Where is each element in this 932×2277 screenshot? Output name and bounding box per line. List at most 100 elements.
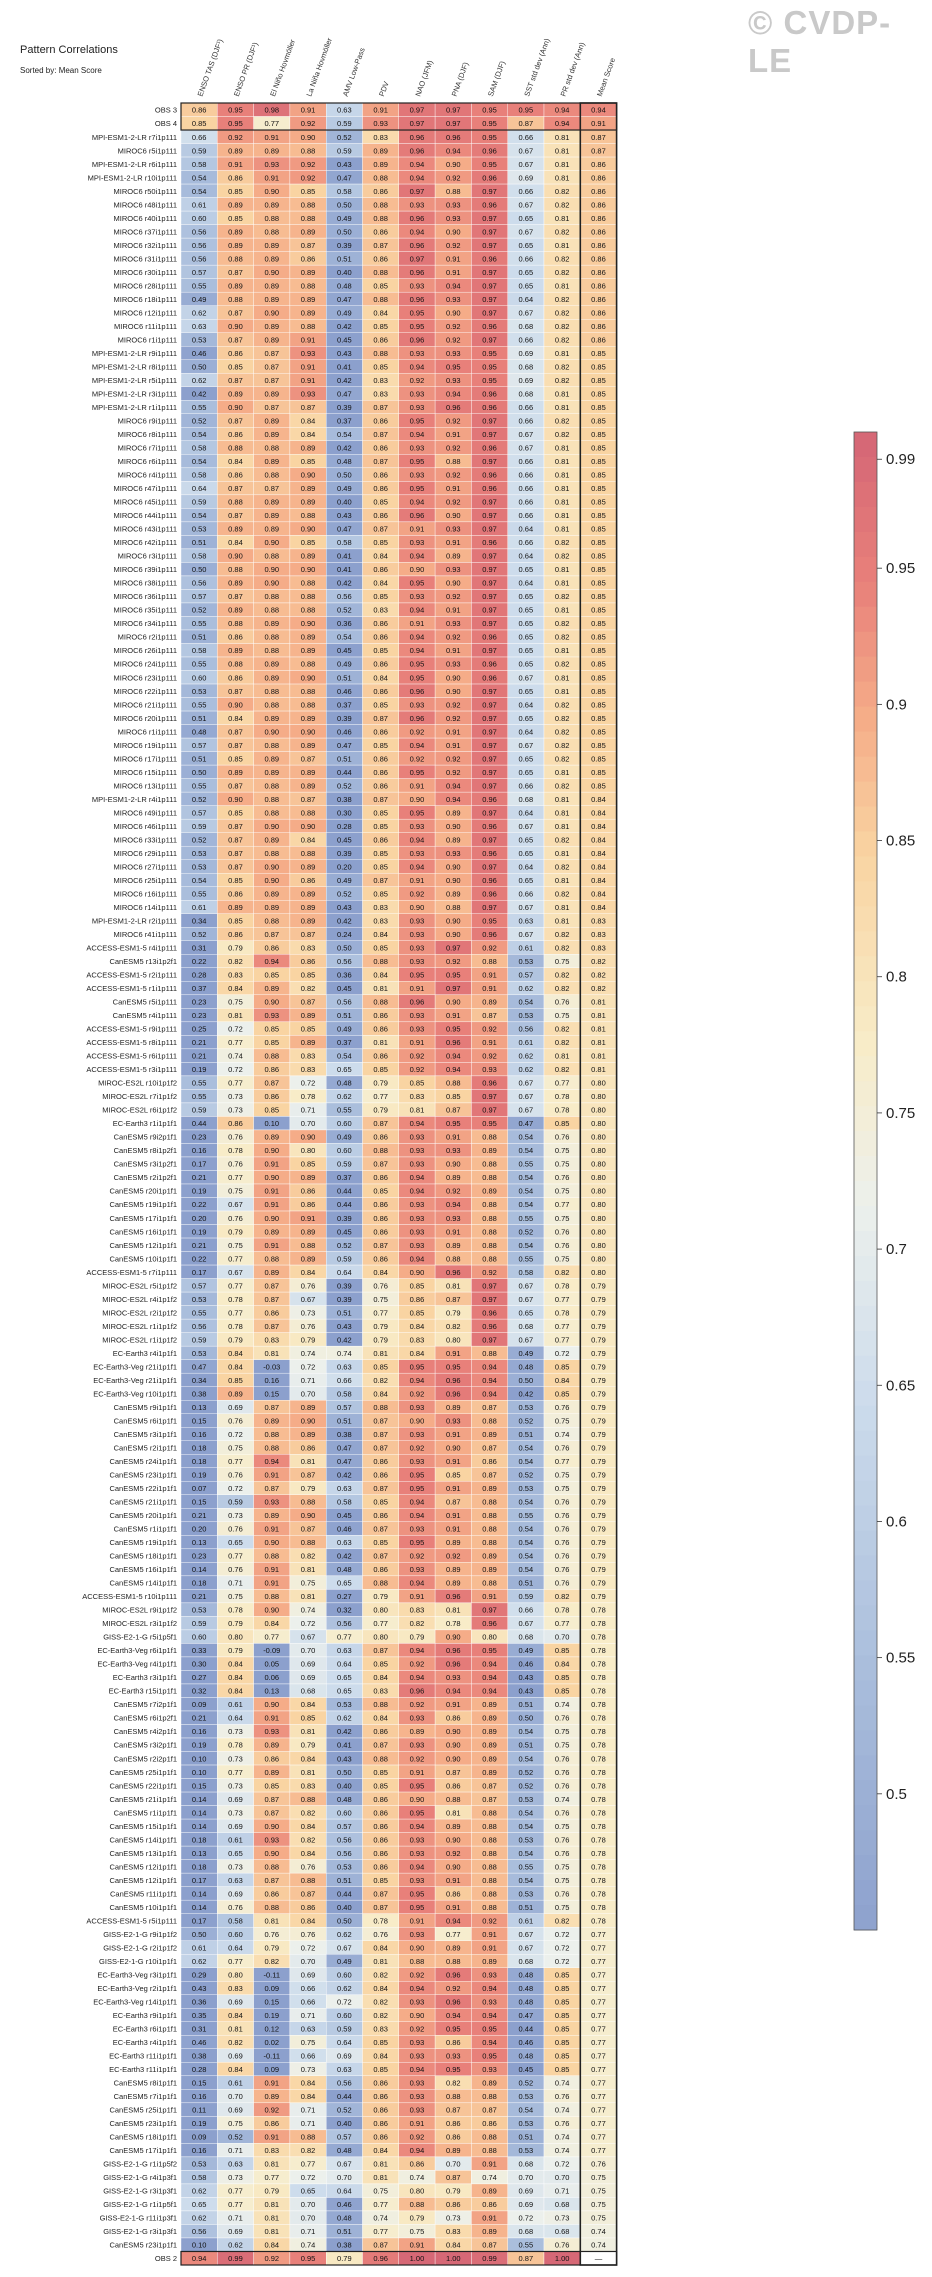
cell-value: 0.43 [192, 1984, 207, 1993]
cell-value: 0.55 [192, 1092, 207, 1101]
cell-value: 0.87 [373, 2241, 388, 2250]
cell-value: 0.59 [192, 822, 207, 831]
cell-value: 0.85 [373, 808, 388, 817]
cell-value: 0.92 [446, 768, 461, 777]
cell-value: 0.67 [519, 1079, 534, 1088]
cell-value: 0.90 [446, 930, 461, 939]
cell-value: 0.82 [555, 862, 570, 871]
cell-value: 0.88 [264, 471, 279, 480]
cell-value: 0.74 [301, 1349, 316, 1358]
row-label: GISS-E2-1-G r3i1p3f1 [103, 2187, 177, 2196]
cell-value: 0.81 [555, 579, 570, 588]
colorbar-segment [854, 531, 877, 558]
cell-value: 0.76 [555, 1808, 570, 1817]
cell-value: 0.86 [228, 930, 243, 939]
cell-value: 0.51 [192, 538, 207, 547]
cell-value: 0.88 [264, 781, 279, 790]
cell-value: 0.80 [591, 1254, 606, 1263]
cell-value: 0.15 [192, 1416, 207, 1425]
cell-value: 0.77 [591, 2011, 606, 2020]
cell-value: 0.91 [410, 984, 425, 993]
cell-value: 0.78 [228, 1741, 243, 1750]
cell-value: 0.93 [410, 1876, 425, 1885]
cell-value: 0.87 [228, 511, 243, 520]
cell-value: 0.87 [264, 930, 279, 939]
row-label: MIROC6 r17i1p111 [113, 754, 177, 763]
cell-value: 0.85 [301, 1025, 316, 1034]
cell-value: 0.39 [337, 1214, 352, 1223]
cell-value: 0.77 [264, 119, 279, 128]
cell-value: 0.80 [591, 1106, 606, 1115]
cell-value: 0.89 [301, 484, 316, 493]
cell-value: 0.40 [337, 1903, 352, 1912]
cell-value: 0.76 [228, 1525, 243, 1534]
cell-value: 0.91 [373, 106, 388, 115]
colorbar-tick-label: 0.8 [886, 969, 907, 986]
cell-value: 0.63 [337, 106, 352, 115]
cell-value: 0.45 [337, 646, 352, 655]
cell-value: 0.88 [446, 2092, 461, 2101]
cell-value: 0.97 [446, 944, 461, 953]
cell-value: 0.94 [446, 389, 461, 398]
row-label: MIROC6 r32i1p111 [113, 241, 177, 250]
cell-value: 0.42 [192, 389, 207, 398]
colorbar-segment [854, 1830, 877, 1856]
cell-value: 0.93 [264, 1835, 279, 1844]
row-label: CanESM5 r18i1p1f1 [109, 1552, 177, 1561]
cell-value: 0.67 [337, 2160, 352, 2169]
cell-value: 0.54 [519, 1538, 534, 1547]
row-label: CanESM5 r23i1p1f1 [109, 2241, 177, 2250]
cell-value: 0.91 [446, 1133, 461, 1142]
cell-value: 0.85 [373, 1065, 388, 1074]
cell-value: 0.87 [228, 727, 243, 736]
cell-value: 0.85 [591, 727, 606, 736]
cell-value: 0.93 [301, 389, 316, 398]
cell-value: 0.64 [519, 700, 534, 709]
cell-value: 0.42 [337, 916, 352, 925]
cell-value: 0.91 [264, 1579, 279, 1588]
cell-value: 0.84 [228, 1349, 243, 1358]
cell-value: 0.88 [482, 1241, 497, 1250]
row-label: CanESM5 r3i2p1f1 [114, 1741, 177, 1750]
cell-value: 0.83 [228, 971, 243, 980]
cell-value: 0.70 [519, 2173, 534, 2182]
cell-value: 0.76 [301, 1281, 316, 1290]
colorbar-segment [854, 1006, 877, 1032]
cell-value: 0.64 [519, 579, 534, 588]
cell-value: 0.42 [337, 376, 352, 385]
cell-value: 0.85 [555, 1362, 570, 1371]
cell-value: 0.85 [373, 1498, 388, 1507]
cell-value: 0.97 [482, 606, 497, 615]
cell-value: 0.90 [264, 187, 279, 196]
cell-value: 0.72 [555, 1957, 570, 1966]
row-label: MIROC-ES2L r6i1p1f2 [102, 1106, 177, 1115]
cell-value: 0.85 [555, 1997, 570, 2006]
cell-value: 0.76 [555, 1498, 570, 1507]
cell-value: 0.76 [555, 1849, 570, 1858]
cell-value: 0.81 [591, 1052, 606, 1061]
cell-value: 0.48 [337, 1079, 352, 1088]
cell-value: 0.87 [373, 876, 388, 885]
cell-value: 0.93 [410, 2038, 425, 2047]
cell-value: 0.89 [264, 2092, 279, 2101]
cell-value: 0.77 [264, 1633, 279, 1642]
cell-value: 0.87 [373, 1119, 388, 1128]
cell-value: 0.15 [264, 1389, 279, 1398]
cell-value: 0.85 [373, 498, 388, 507]
row-label: MIROC-ES2L r3i1p1f2 [102, 1619, 177, 1628]
cell-value: 0.91 [301, 106, 316, 115]
cell-value: 0.84 [301, 417, 316, 426]
cell-value: 0.55 [192, 660, 207, 669]
cell-value: 0.96 [446, 403, 461, 412]
cell-value: 0.54 [519, 1173, 534, 1182]
cell-value: 0.86 [373, 2106, 388, 2115]
cell-value: 0.89 [228, 903, 243, 912]
cell-value: 0.51 [337, 673, 352, 682]
row-label: CanESM5 r18i1p1f1 [109, 2133, 177, 2142]
cell-value: 0.79 [264, 1943, 279, 1952]
cell-value: 0.81 [264, 2227, 279, 2236]
cell-value: 0.83 [301, 944, 316, 953]
cell-value: 0.86 [591, 160, 606, 169]
cell-value: 0.94 [410, 1984, 425, 1993]
row-label: GISS-E2-1-G r5i1p5f1 [103, 1633, 177, 1642]
